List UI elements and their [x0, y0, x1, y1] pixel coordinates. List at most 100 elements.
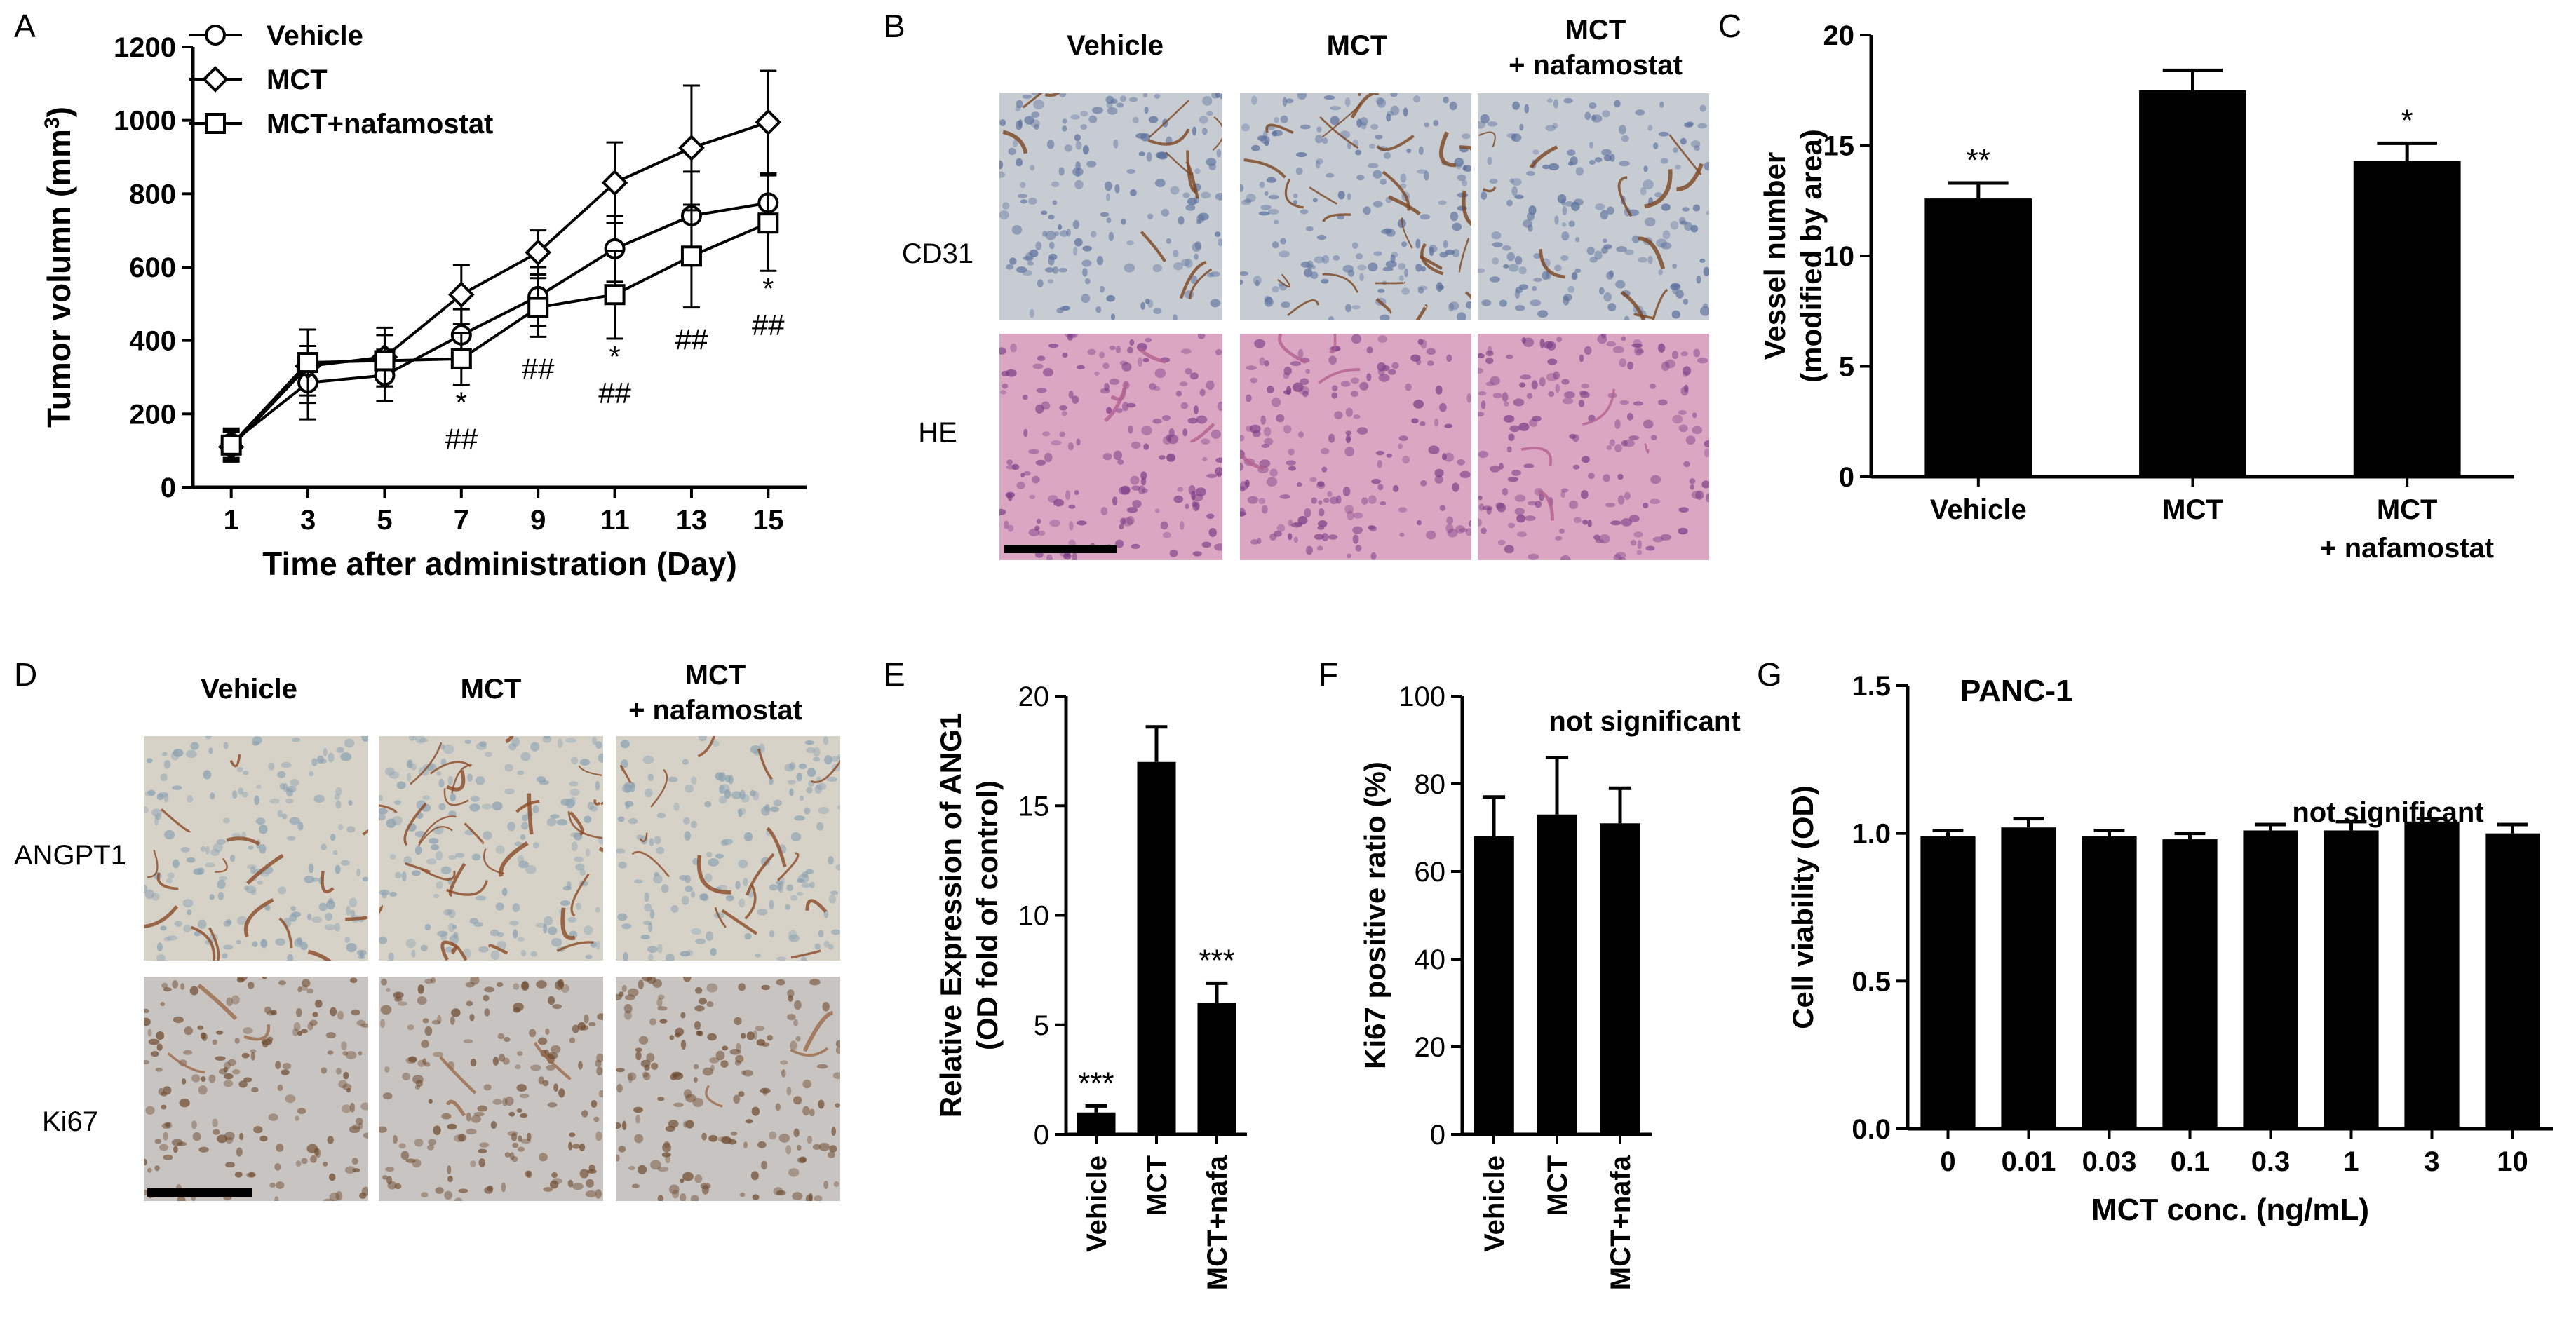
cell-nucleus	[1267, 208, 1279, 215]
cell-nucleus	[586, 1179, 594, 1188]
cell-nucleus	[515, 1064, 521, 1070]
cell-nucleus	[464, 1039, 473, 1044]
cell-nucleus	[1373, 201, 1383, 208]
cell-nucleus	[1121, 402, 1129, 412]
cell-nucleus	[440, 932, 447, 942]
cell-nucleus	[642, 977, 652, 982]
cell-nucleus	[647, 773, 654, 781]
cell-nucleus	[1272, 241, 1279, 249]
cell-nucleus	[812, 1144, 821, 1150]
cell-nucleus	[198, 1146, 209, 1153]
cell-nucleus	[1618, 557, 1626, 560]
y-tick-label: 1.0	[1852, 819, 1891, 850]
cell-nucleus	[194, 931, 201, 937]
cell-nucleus	[248, 845, 254, 850]
cell-nucleus	[1144, 106, 1149, 114]
cell-nucleus	[163, 1132, 168, 1141]
cell-nucleus	[1258, 498, 1266, 505]
cell-nucleus	[277, 771, 286, 778]
cell-nucleus	[1240, 481, 1249, 491]
cell-nucleus	[1457, 174, 1466, 182]
cell-nucleus	[349, 897, 358, 908]
cell-nucleus	[1009, 257, 1017, 265]
significance-mark: *	[609, 340, 620, 373]
cell-nucleus	[1701, 480, 1709, 489]
cell-nucleus	[473, 922, 484, 928]
cell-nucleus	[1209, 271, 1220, 277]
marker-square	[220, 434, 242, 456]
cell-nucleus	[1316, 545, 1323, 551]
stained-structure	[403, 802, 427, 846]
cell-nucleus	[1351, 334, 1362, 344]
cell-nucleus	[1357, 264, 1367, 271]
stained-structure	[1464, 291, 1471, 301]
cell-nucleus	[1589, 102, 1597, 109]
cell-nucleus	[1591, 114, 1596, 121]
cell-nucleus	[1152, 264, 1163, 273]
cell-nucleus	[360, 1023, 368, 1028]
y-tick-label: 10	[1018, 901, 1050, 932]
cell-nucleus	[1206, 513, 1215, 520]
stained-structure	[578, 765, 602, 776]
cell-nucleus	[794, 1000, 802, 1010]
cell-nucleus	[1378, 374, 1390, 382]
cell-nucleus	[1509, 425, 1520, 433]
cell-nucleus	[1184, 258, 1193, 269]
cell-nucleus	[595, 741, 602, 749]
cell-nucleus	[517, 770, 525, 775]
cell-nucleus	[1441, 453, 1447, 461]
cell-nucleus	[1675, 164, 1681, 170]
cell-nucleus	[328, 752, 335, 763]
cell-nucleus	[180, 846, 190, 853]
stained-structure	[696, 855, 731, 895]
cell-nucleus	[671, 1071, 682, 1077]
cell-nucleus	[569, 781, 579, 787]
cell-nucleus	[1350, 391, 1358, 398]
cell-nucleus	[1528, 553, 1539, 560]
stained-structure	[1240, 450, 1265, 470]
cell-nucleus	[1161, 208, 1169, 217]
stained-structure	[593, 799, 601, 806]
cell-nucleus	[444, 1190, 453, 1200]
cell-nucleus	[1601, 149, 1612, 156]
stained-structure	[1147, 128, 1190, 146]
cell-nucleus	[1068, 334, 1078, 339]
cell-nucleus	[788, 930, 797, 940]
cell-nucleus	[1554, 536, 1563, 541]
cell-nucleus	[502, 1057, 510, 1065]
stained-structure	[197, 983, 238, 1021]
cell-nucleus	[328, 1173, 336, 1181]
stained-structure	[1212, 116, 1222, 151]
cell-nucleus	[350, 909, 356, 918]
cell-nucleus	[1518, 266, 1527, 275]
cell-nucleus	[693, 1064, 699, 1070]
cell-nucleus	[1561, 231, 1570, 241]
cell-nucleus	[1182, 192, 1190, 198]
micrograph-texture	[1478, 93, 1709, 320]
significance-mark: ##	[675, 323, 708, 356]
cell-nucleus	[710, 947, 717, 956]
cell-nucleus	[665, 1125, 675, 1132]
cell-nucleus	[1517, 531, 1527, 538]
y-axis-label: (modified by area)	[1795, 129, 1828, 383]
cell-nucleus	[1060, 230, 1068, 238]
y-axis-label-sup: 3	[41, 117, 64, 129]
cell-nucleus	[1062, 125, 1067, 132]
cell-nucleus	[1600, 210, 1609, 220]
cell-nucleus	[426, 1144, 434, 1151]
cell-nucleus	[1351, 305, 1361, 310]
cell-nucleus	[690, 820, 697, 829]
cell-nucleus	[344, 1166, 356, 1174]
stained-structure	[1376, 134, 1415, 151]
cell-nucleus	[497, 1033, 505, 1040]
cell-nucleus	[1031, 475, 1040, 484]
cell-nucleus	[1454, 157, 1464, 167]
cell-nucleus	[786, 884, 793, 892]
cell-nucleus	[215, 1056, 226, 1061]
cell-nucleus	[575, 863, 585, 871]
chart-title: PANC-1	[1960, 674, 2073, 708]
cell-nucleus	[1194, 241, 1202, 250]
cell-nucleus	[793, 1128, 800, 1138]
cell-nucleus	[504, 1037, 511, 1043]
cell-nucleus	[1547, 98, 1553, 103]
